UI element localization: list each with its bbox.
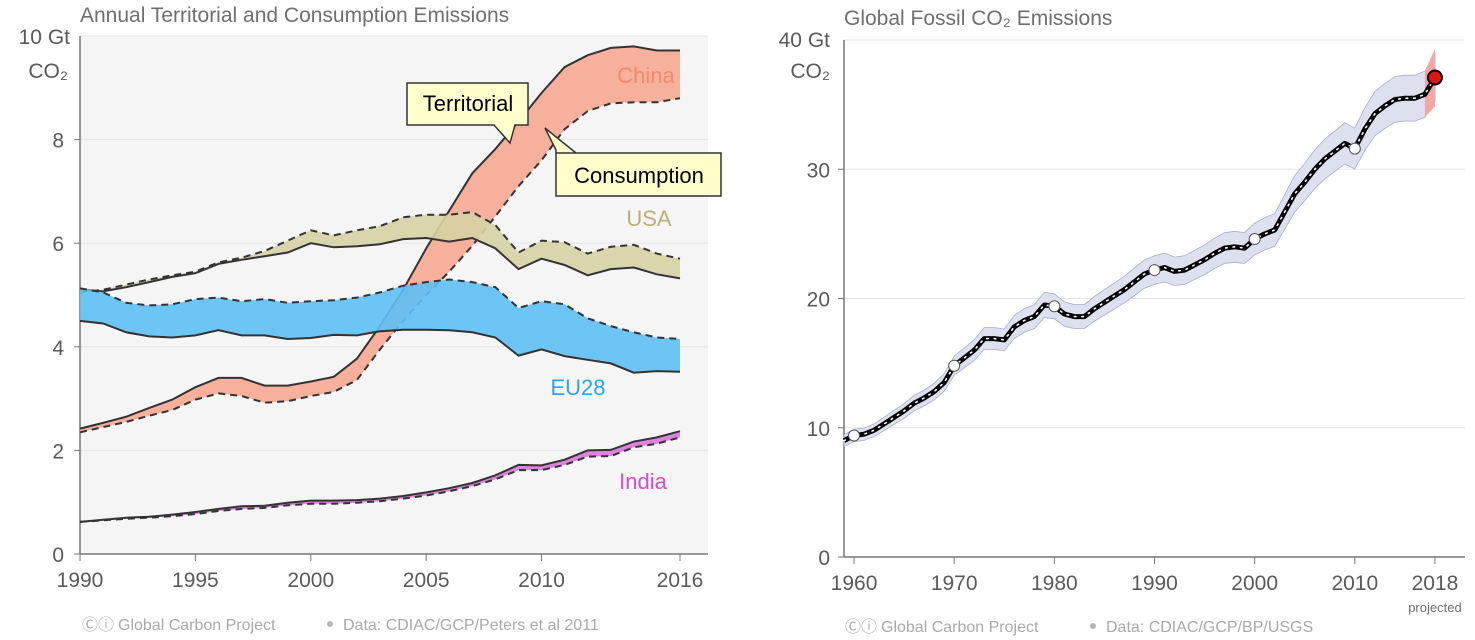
decade-marker [1148, 264, 1161, 277]
usa-band [80, 212, 680, 293]
decade-marker [1348, 142, 1361, 155]
right-chart-title: Global Fossil CO₂ Emissions [844, 7, 1112, 30]
territorial-callout-label: Territorial [423, 91, 513, 116]
left-y-tick-label: 4 [52, 337, 64, 360]
right-x-tick-label: 2000 [1231, 572, 1278, 595]
right-x-tick-label: 1980 [1031, 572, 1078, 595]
right-y-unit-co2: CO₂ [790, 60, 830, 83]
usa-series-label: USA [626, 206, 672, 231]
left-y-unit: 10 Gt [19, 26, 71, 49]
usa-territorial-line [79, 236, 681, 293]
right-x-tick-label: 1970 [931, 572, 978, 595]
right-x-tick-label: 2018 [1412, 572, 1459, 595]
right-y-tick-label: 20 [807, 289, 830, 312]
decade-marker [948, 359, 961, 372]
left-x-tick-label: 2005 [403, 569, 450, 592]
left-y-unit-co2: CO₂ [28, 60, 68, 83]
china-consumption-line [79, 97, 681, 434]
cc-logo: Ⓒⓘ [82, 616, 114, 634]
india-series-label: India [619, 469, 667, 494]
left-y-tick-label: 2 [52, 440, 64, 463]
left-footer-data-source: Data: CDIAC/GCP/Peters et al 2011 [343, 617, 599, 634]
projected-note: projected [1408, 600, 1461, 615]
india-territorial-line [79, 430, 681, 523]
right-y-unit: 40 Gt [779, 29, 831, 52]
left-x-tick-label: 1995 [172, 569, 219, 592]
right-y-tick-label: 30 [807, 159, 830, 182]
left-footer-credit: Global Carbon Project [118, 617, 276, 634]
left-x-tick-label: 2010 [518, 569, 565, 592]
china-series-label: China [617, 63, 675, 88]
eu28-band [80, 279, 680, 373]
left-footer-dot [327, 621, 333, 627]
right-footer-data-source: Data: CDIAC/GCP/BP/USGS [1106, 619, 1313, 636]
cc-logo: Ⓒⓘ [845, 618, 877, 636]
right-footer-credit: Global Carbon Project [881, 619, 1039, 636]
left-y-tick-label: 8 [52, 130, 64, 153]
decade-marker [848, 429, 861, 442]
left-chart-title: Annual Territorial and Consumption Emiss… [80, 4, 509, 27]
left-x-tick-label: 1990 [57, 569, 104, 592]
consumption-callout-box [544, 127, 722, 197]
right-x-tick-label: 1990 [1131, 572, 1178, 595]
china-band [80, 46, 680, 433]
left-y-tick-label: 6 [52, 233, 64, 256]
india-consumption-line [79, 436, 681, 523]
right-x-tick-label: 1960 [831, 572, 878, 595]
right-footer-dot [1090, 623, 1096, 629]
consumption-callout-label: Consumption [574, 163, 704, 188]
left-x-tick-label: 2016 [657, 569, 704, 592]
decade-marker [1248, 233, 1261, 246]
eu28-series-label: EU28 [550, 375, 605, 400]
decade-marker [1048, 300, 1061, 313]
eu28-territorial-line [79, 319, 681, 374]
projected-marker [1426, 69, 1443, 86]
right-y-tick-label: 0 [818, 547, 830, 570]
usa-consumption-line [79, 211, 681, 294]
left-y-tick-label: 0 [52, 544, 64, 567]
left-x-tick-label: 2000 [287, 569, 334, 592]
right-y-tick-label: 10 [807, 418, 830, 441]
right-x-tick-label: 2010 [1331, 572, 1378, 595]
global-emissions-dots [843, 76, 1436, 442]
territorial-callout-box [406, 82, 529, 145]
eu28-consumption-line [79, 278, 681, 340]
